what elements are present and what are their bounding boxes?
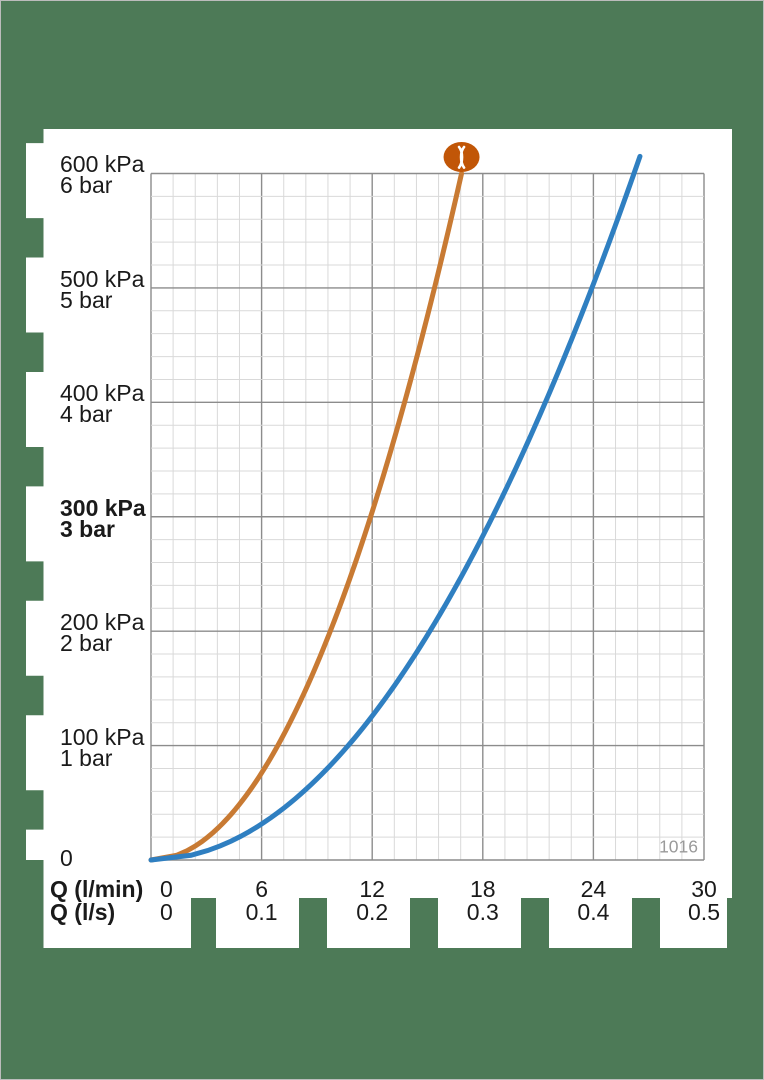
svg-text:1016: 1016 bbox=[659, 837, 698, 857]
